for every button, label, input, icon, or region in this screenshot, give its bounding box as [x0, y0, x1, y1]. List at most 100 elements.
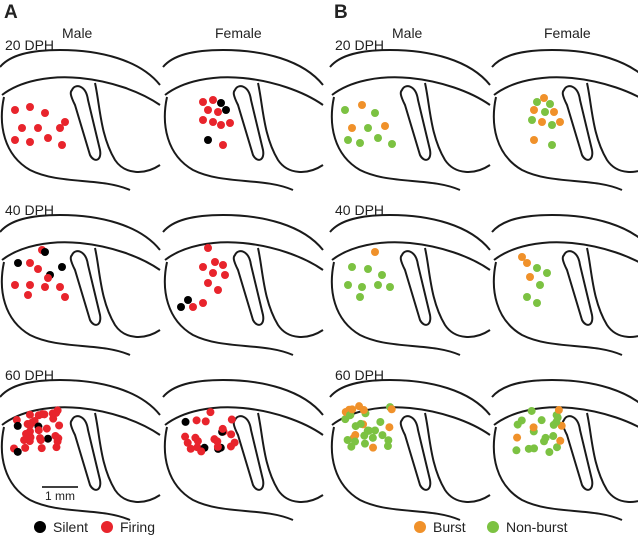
neuron-dot — [41, 283, 49, 291]
neuron-dot — [527, 406, 536, 415]
neuron-dot — [540, 437, 549, 446]
neuron-dot — [386, 283, 394, 291]
neuron-dot — [513, 433, 522, 442]
panel-label: A — [4, 2, 18, 23]
neuron-dot — [381, 122, 389, 130]
neuron-dot — [523, 259, 531, 267]
neuron-dot — [37, 444, 46, 453]
neuron-dot — [227, 430, 236, 439]
neuron-dot — [206, 408, 215, 417]
legend-label: Burst — [433, 519, 466, 535]
brain-outline — [0, 378, 161, 521]
neuron-dot — [41, 248, 49, 256]
row-label: 20 DPH — [5, 37, 54, 53]
neuron-dot — [548, 121, 556, 129]
neuron-dot — [11, 136, 19, 144]
row-label: 60 DPH — [5, 367, 54, 383]
neuron-dot — [543, 269, 551, 277]
brain-outline — [162, 378, 324, 521]
neuron-dot — [61, 118, 69, 126]
neuron-dot — [359, 406, 368, 415]
neuron-dot — [526, 273, 534, 281]
neuron-dot — [209, 269, 217, 277]
neuron-dot — [371, 109, 379, 117]
neuron-dot — [34, 426, 43, 435]
neuron-dot — [374, 134, 382, 142]
neuron-dot — [376, 417, 385, 426]
neuron-dot — [351, 431, 360, 440]
neuron-dot — [26, 103, 34, 111]
neuron-dot — [530, 106, 538, 114]
neuron-dot — [540, 94, 548, 102]
neuron-dot — [211, 258, 219, 266]
neuron-dot — [383, 442, 392, 451]
brain-outline — [162, 213, 324, 356]
neuron-dot — [34, 124, 42, 132]
column-label: Female — [544, 25, 591, 41]
neuron-dot — [56, 124, 64, 132]
neuron-dot — [554, 406, 563, 415]
neuron-dot — [42, 424, 51, 433]
row-label: 40 DPH — [335, 202, 384, 218]
legend-dot — [34, 521, 46, 533]
neuron-dot — [227, 415, 236, 424]
neuron-dot — [186, 444, 195, 453]
neuron-dot — [25, 410, 34, 419]
neuron-dot — [13, 447, 22, 456]
neuron-dot — [44, 134, 52, 142]
neuron-dot — [26, 281, 34, 289]
neuron-dot — [43, 434, 52, 443]
neuron-dot — [214, 286, 222, 294]
neuron-dot — [541, 108, 549, 116]
neuron-dot — [553, 413, 562, 422]
neuron-dot — [41, 109, 49, 117]
brain-outline — [162, 48, 324, 191]
neuron-dot — [34, 265, 42, 273]
neuron-dot — [358, 283, 366, 291]
panel-label: B — [334, 2, 348, 23]
neuron-dot — [226, 119, 234, 127]
neuron-dot — [388, 140, 396, 148]
neuron-dot — [364, 124, 372, 132]
neuron-dot — [533, 299, 541, 307]
brain-outline — [329, 213, 491, 356]
brain-outline — [0, 213, 161, 356]
neuron-dot — [552, 443, 561, 452]
neuron-dot — [538, 118, 546, 126]
column-label: Male — [392, 25, 423, 41]
neuron-dot — [356, 139, 364, 147]
neuron-dot — [192, 416, 201, 425]
neuron-dot — [348, 124, 356, 132]
neuron-dot — [199, 98, 207, 106]
neuron-dot — [199, 263, 207, 271]
neuron-dot — [384, 436, 393, 445]
neuron-dot — [209, 118, 217, 126]
neuron-dot — [347, 442, 356, 451]
neuron-dot — [11, 106, 19, 114]
neuron-dot — [218, 424, 227, 433]
neuron-dot — [385, 423, 394, 432]
neuron-dot — [343, 436, 352, 445]
neuron-dot — [533, 264, 541, 272]
neuron-dot — [199, 299, 207, 307]
neuron-dot — [344, 281, 352, 289]
neuron-dot — [177, 303, 185, 311]
neuron-dot — [371, 426, 380, 435]
neuron-dot — [358, 101, 366, 109]
neuron-dot — [214, 108, 222, 116]
neuron-dot — [217, 99, 225, 107]
brain-outline — [329, 48, 491, 191]
neuron-dot — [12, 416, 21, 425]
neuron-dot — [25, 421, 34, 430]
column-label: Female — [215, 25, 262, 41]
neuron-dot — [360, 439, 369, 448]
neuron-dot — [204, 279, 212, 287]
neuron-dot — [549, 420, 558, 429]
neuron-dot — [11, 281, 19, 289]
neuron-dot — [184, 296, 192, 304]
neuron-dot — [556, 118, 564, 126]
neuron-dot — [38, 410, 47, 419]
neuron-dot — [181, 432, 190, 441]
legend-dot — [101, 521, 113, 533]
neuron-dot — [348, 405, 357, 414]
